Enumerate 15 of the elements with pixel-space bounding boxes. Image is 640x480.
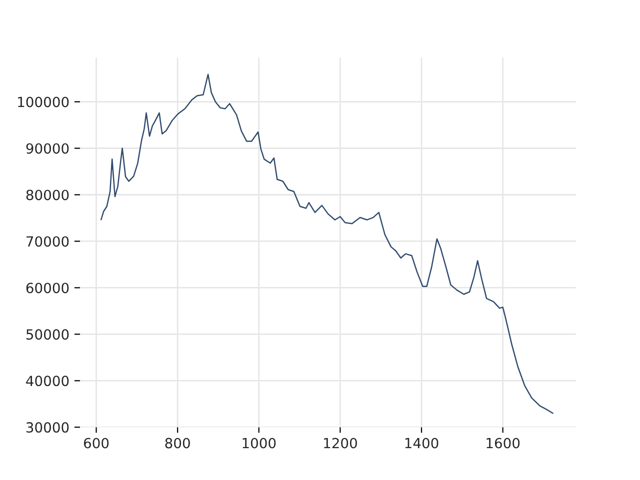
y-tick-label: 40000 [26,376,69,386]
x-tick-label: 800 [165,438,190,448]
y-tick-label: 50000 [26,329,69,340]
y-tick-label: 80000 [26,190,69,200]
y-tick-label: 90000 [26,143,69,154]
x-tick-label: 1000 [242,438,276,448]
y-tick-label: 30000 [26,422,69,433]
x-tick-label: 600 [84,438,109,448]
y-tick-label: 100000 [18,96,69,108]
x-tick-label: 1200 [324,438,357,448]
y-tick-label: 70000 [26,236,69,247]
y-tick-label: 60000 [26,282,69,294]
line-series [100,74,554,414]
x-tick-label: 1400 [405,438,438,448]
x-tick-label: 1600 [486,438,520,448]
